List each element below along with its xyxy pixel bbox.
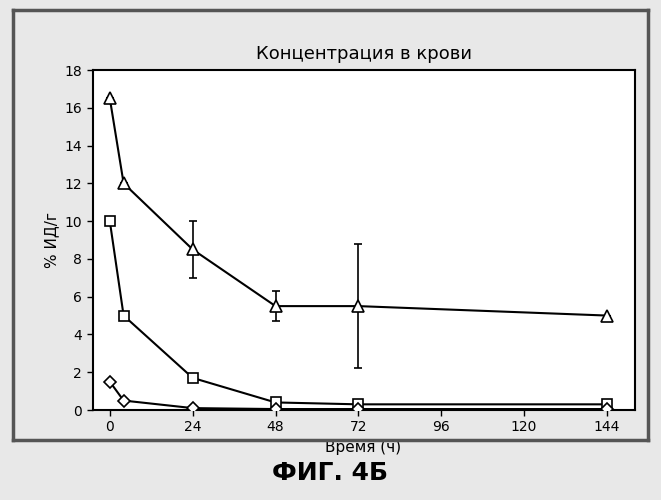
Y-axis label: % ИД/г: % ИД/г xyxy=(44,212,59,268)
Text: ФИГ. 4Б: ФИГ. 4Б xyxy=(272,461,389,485)
Title: Концентрация в крови: Концентрация в крови xyxy=(256,45,471,63)
X-axis label: Время (ч): Время (ч) xyxy=(325,440,402,455)
